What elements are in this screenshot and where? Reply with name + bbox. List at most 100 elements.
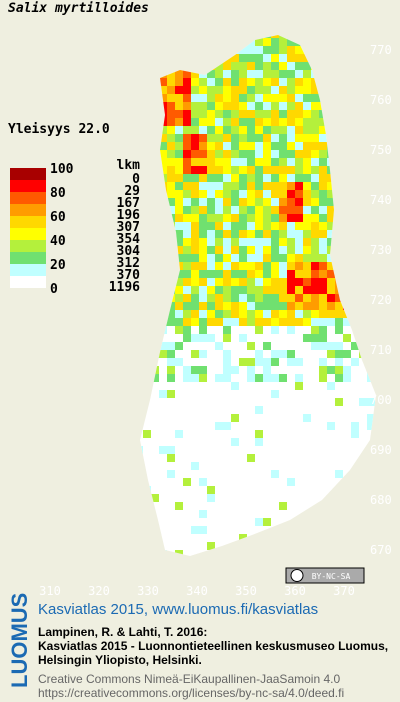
grid-cell xyxy=(287,270,295,278)
grid-cell xyxy=(239,310,247,318)
grid-cell xyxy=(311,174,319,182)
grid-cell xyxy=(191,294,199,302)
grid-cell xyxy=(175,166,183,174)
grid-cell xyxy=(239,86,247,94)
grid-cell xyxy=(375,318,376,326)
grid-cell xyxy=(167,470,175,478)
grid-cell xyxy=(295,310,303,318)
grid-cell xyxy=(319,142,327,150)
grid-cell xyxy=(151,78,159,86)
grid-cell xyxy=(287,182,295,190)
grid-cell xyxy=(295,126,303,134)
grid-cell xyxy=(151,494,159,502)
grid-cell xyxy=(287,102,295,110)
grid-cell xyxy=(143,318,151,326)
grid-cell xyxy=(367,262,375,270)
grid-cell xyxy=(359,174,367,182)
grid-cell xyxy=(287,126,295,134)
grid-cell xyxy=(199,134,207,142)
grid-cell xyxy=(239,190,247,198)
grid-cell xyxy=(223,94,231,102)
grid-cell xyxy=(271,230,279,238)
grid-cell xyxy=(151,182,159,190)
grid-cell xyxy=(191,35,199,38)
grid-cell xyxy=(223,254,231,262)
grid-cell xyxy=(351,94,359,102)
badge-text: BY-NC-SA xyxy=(312,572,351,581)
grid-cell xyxy=(239,182,247,190)
grid-cell xyxy=(327,62,335,70)
grid-cell xyxy=(287,262,295,270)
grid-cell xyxy=(327,302,335,310)
y-tick-label: 680 xyxy=(370,493,392,507)
grid-cell xyxy=(231,278,239,286)
grid-cell xyxy=(239,62,247,70)
grid-cell xyxy=(271,70,279,78)
grid-cell xyxy=(151,278,159,286)
grid-cell xyxy=(351,174,359,182)
grid-cell xyxy=(223,126,231,134)
grid-cell xyxy=(351,118,359,126)
grid-cell xyxy=(263,270,271,278)
grid-cell xyxy=(295,102,303,110)
grid-cell xyxy=(303,118,311,126)
grid-cell xyxy=(215,230,223,238)
grid-cell xyxy=(255,206,263,214)
x-tick-label: 350 xyxy=(235,584,257,595)
grid-cell xyxy=(335,310,343,318)
grid-cell xyxy=(215,110,223,118)
grid-cell xyxy=(311,86,319,94)
grid-cell xyxy=(303,126,311,134)
grid-cell xyxy=(359,134,367,142)
grid-cell xyxy=(311,182,319,190)
grid-cell xyxy=(231,286,239,294)
grid-cell xyxy=(287,294,295,302)
grid-cell xyxy=(255,358,263,366)
grid-cell xyxy=(319,366,327,374)
grid-cell xyxy=(207,198,215,206)
grid-cell xyxy=(303,254,311,262)
grid-cell xyxy=(327,158,335,166)
grid-cell xyxy=(215,206,223,214)
grid-cell xyxy=(159,294,167,302)
legend-swatch xyxy=(10,252,46,264)
grid-cell xyxy=(199,526,207,534)
grid-cell xyxy=(151,86,159,94)
grid-cell xyxy=(183,374,191,382)
grid-cell xyxy=(223,358,231,366)
grid-cell xyxy=(295,278,303,286)
grid-cell xyxy=(191,366,199,374)
grid-cell xyxy=(311,262,319,270)
grid-cell xyxy=(295,86,303,94)
grid-cell xyxy=(271,390,279,398)
grid-cell xyxy=(375,478,376,486)
grid-cell xyxy=(335,262,343,270)
grid-cell xyxy=(223,422,231,430)
grid-cell xyxy=(159,166,167,174)
grid-cell xyxy=(231,174,239,182)
grid-cell xyxy=(207,54,215,62)
grid-cell xyxy=(263,366,271,374)
grid-cell xyxy=(335,398,343,406)
grid-cell xyxy=(263,94,271,102)
legend-level: 60 xyxy=(50,210,66,225)
grid-cell xyxy=(175,70,183,78)
grid-cell xyxy=(303,262,311,270)
grid-cell xyxy=(327,35,335,38)
grid-cell xyxy=(215,270,223,278)
grid-cell xyxy=(215,302,223,310)
grid-cell xyxy=(351,198,359,206)
grid-cell xyxy=(255,166,263,174)
grid-cell xyxy=(183,326,191,334)
grid-cell xyxy=(143,254,151,262)
grid-cell xyxy=(335,230,343,238)
grid-cell xyxy=(263,254,271,262)
grid-cell xyxy=(231,206,239,214)
grid-cell xyxy=(223,78,231,86)
grid-cell xyxy=(199,174,207,182)
grid-cell xyxy=(159,238,167,246)
grid-cell xyxy=(351,302,359,310)
grid-cell xyxy=(239,166,247,174)
grid-cell xyxy=(199,318,207,326)
grid-cell xyxy=(207,126,215,134)
